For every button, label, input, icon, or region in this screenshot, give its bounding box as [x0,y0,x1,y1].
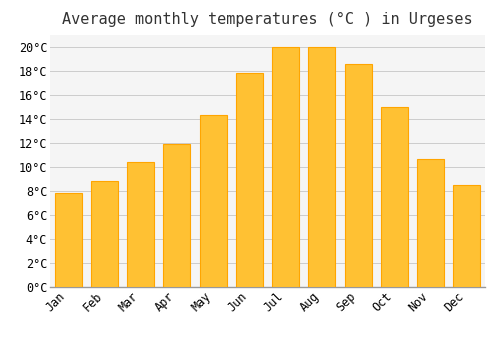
Bar [272,47,299,287]
Bar [381,107,408,287]
Bar [200,116,226,287]
Bar [54,194,82,287]
Bar [417,159,444,287]
Bar [127,162,154,287]
Bar [236,74,263,287]
Bar [91,181,118,287]
Bar [454,185,480,287]
Title: Average monthly temperatures (°C ) in Urgeses: Average monthly temperatures (°C ) in Ur… [62,12,473,27]
Bar [308,47,336,287]
Bar [344,64,372,287]
Bar [164,144,190,287]
